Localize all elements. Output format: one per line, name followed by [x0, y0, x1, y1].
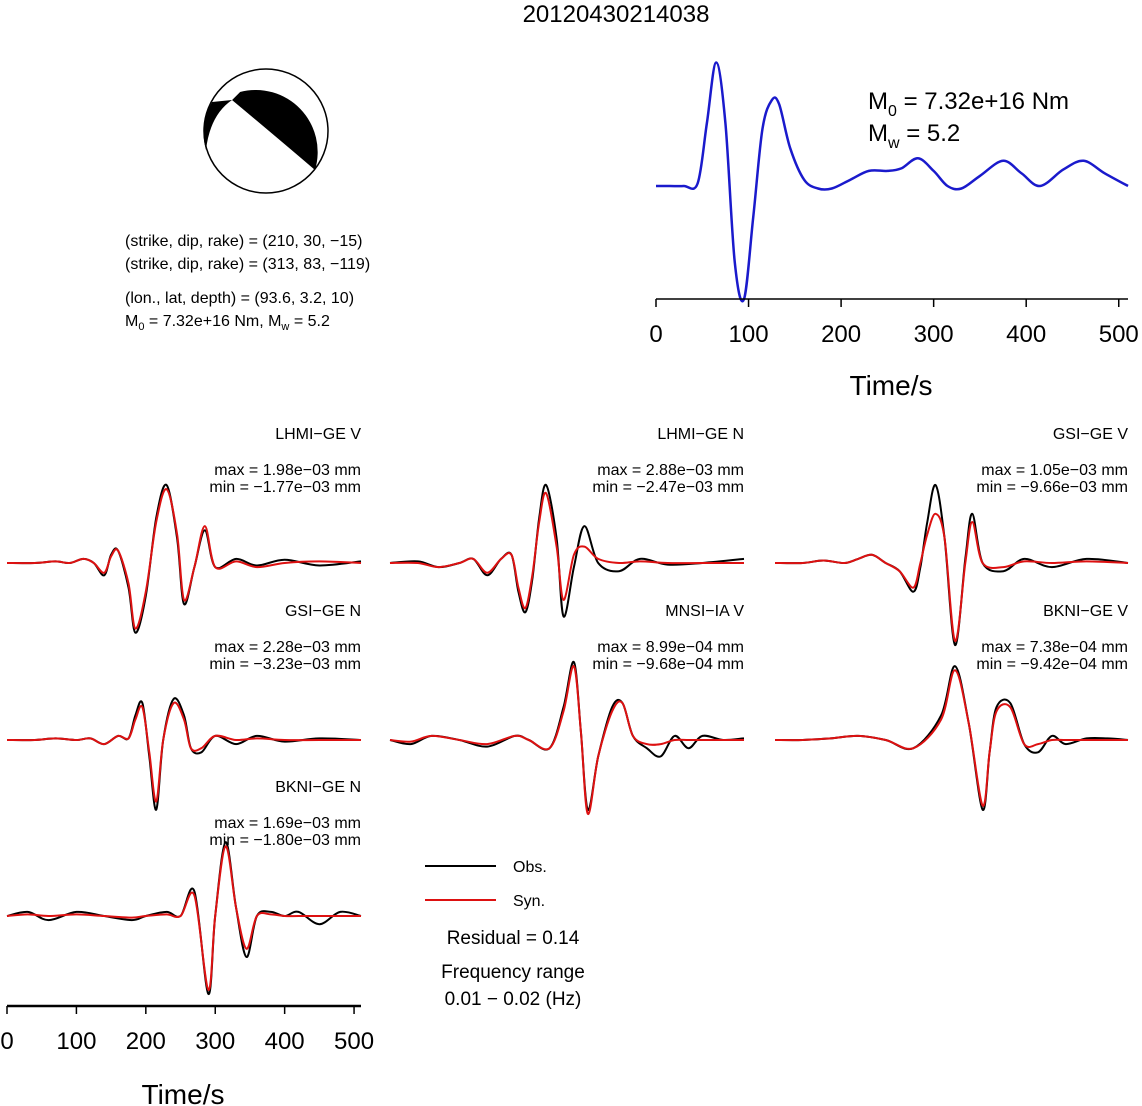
syn-waveform-line [6, 701, 361, 803]
beach-ball-tension-wedge [212, 92, 240, 102]
legend: Obs. Syn. Residual = 0.14 Frequency rang… [425, 859, 585, 1010]
station-label: GSI−GE V [1053, 426, 1128, 443]
min-amplitude-label: min = −2.47e−03 mm [592, 479, 744, 496]
figure-title: 20120430214038 [523, 1, 710, 28]
min-amplitude-label: min = −9.66e−03 mm [976, 479, 1128, 496]
wave-tick-label: 100 [56, 1028, 96, 1055]
obs-waveform-line [389, 661, 745, 811]
wave-tick-label: 200 [126, 1028, 166, 1055]
stf-tick-label: 200 [821, 321, 861, 348]
source-time-function-panel: M0 = 7.32e+16 Nm Mw = 5.2 0 100 200 300 400 5… [649, 61, 1139, 401]
min-amplitude-label: min = −9.68e−04 mm [592, 656, 744, 673]
legend-obs-label: Obs. [513, 859, 547, 876]
wave-tick-label: 0 [0, 1028, 13, 1055]
stf-tick-label: 400 [1006, 321, 1046, 348]
residual-text: Residual = 0.14 [447, 928, 580, 949]
station-label: BKNI−GE V [1043, 603, 1128, 620]
syn-waveform-line [389, 665, 744, 815]
min-amplitude-label: min = −1.80e−03 mm [209, 832, 361, 849]
nodal-plane-2-text: (strike, dip, rake) = (313, 83, −119) [125, 256, 370, 273]
stf-x-axis: 0 100 200 300 400 500 [649, 298, 1139, 348]
syn-waveform-line [774, 512, 1129, 642]
wave-tick-label: 300 [195, 1028, 235, 1055]
stf-moment-label: M0 = 7.32e+16 Nm [868, 88, 1069, 120]
syn-waveform-line [389, 491, 744, 610]
frequency-range-value: 0.01 − 0.02 (Hz) [445, 989, 582, 1010]
wave-tick-label: 400 [265, 1028, 305, 1055]
min-amplitude-label: min = −9.42e−04 mm [976, 656, 1128, 673]
max-amplitude-label: max = 7.38e−04 mm [981, 639, 1128, 656]
moment-text: M0 = 7.32e+16 Nm, Mw = 5.2 [125, 313, 330, 333]
stf-tick-label: 300 [914, 321, 954, 348]
max-amplitude-label: max = 2.88e−03 mm [597, 462, 744, 479]
syn-waveform-line [6, 488, 362, 630]
max-amplitude-label: max = 1.05e−03 mm [981, 462, 1128, 479]
stf-tick-label: 100 [729, 321, 769, 348]
stf-tick-label: 0 [649, 321, 662, 348]
stf-x-axis-label: Time/s [850, 370, 933, 401]
max-amplitude-label: max = 1.98e−03 mm [214, 462, 361, 479]
stf-tick-label: 500 [1099, 321, 1139, 348]
station-label: MNSI−IA V [665, 603, 744, 620]
min-amplitude-label: min = −1.77e−03 mm [209, 479, 361, 496]
nodal-plane-1-text: (strike, dip, rake) = (210, 30, −15) [125, 233, 362, 250]
station-label: BKNI−GE N [275, 779, 361, 796]
station-label: GSI−GE N [285, 603, 361, 620]
waveform-x-axis-label: Time/s [142, 1079, 225, 1106]
max-amplitude-label: max = 8.99e−04 mm [597, 639, 744, 656]
beach-ball-compressional-quadrant-1 [232, 89, 318, 170]
max-amplitude-label: max = 1.69e−03 mm [214, 815, 361, 832]
frequency-range-title: Frequency range [441, 962, 585, 983]
wave-tick-label: 500 [334, 1028, 374, 1055]
obs-waveform-line [6, 841, 362, 995]
beach-ball-compressional-quadrant-2 [203, 99, 232, 150]
max-amplitude-label: max = 2.28e−03 mm [214, 639, 361, 656]
location-text: (lon., lat, depth) = (93.6, 3.2, 10) [125, 290, 354, 307]
waveform-x-axis: 0 100 200 300 400 500 [0, 1004, 374, 1055]
stf-series-line [656, 61, 1129, 303]
beach-ball [203, 68, 329, 194]
syn-waveform-line [6, 845, 361, 991]
syn-waveform-line [774, 669, 1128, 807]
obs-waveform-line [389, 483, 745, 618]
legend-syn-label: Syn. [513, 893, 545, 910]
station-label: LHMI−GE N [657, 426, 744, 443]
stf-mw-label: Mw = 5.2 [868, 120, 960, 152]
station-label: LHMI−GE V [275, 426, 361, 443]
min-amplitude-label: min = −3.23e−03 mm [209, 656, 361, 673]
